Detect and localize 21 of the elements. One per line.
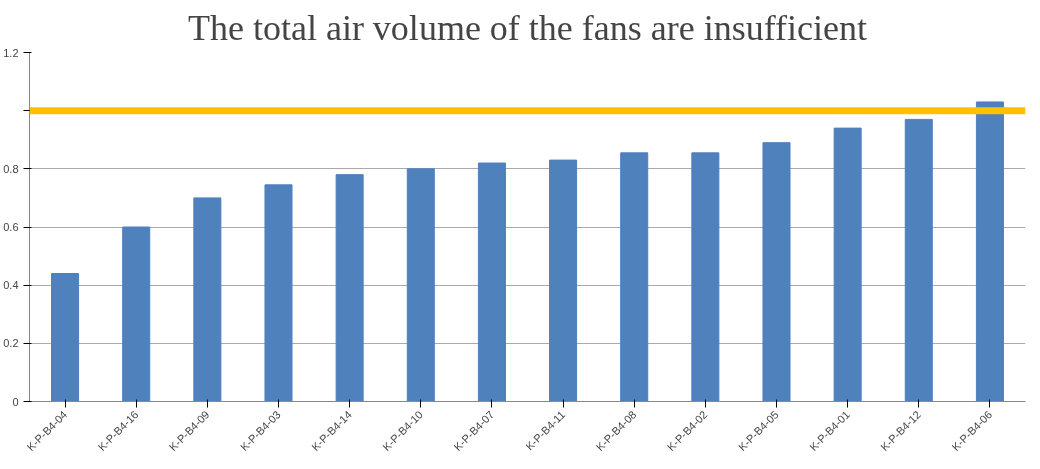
bar (620, 152, 649, 402)
bar (904, 118, 933, 402)
bar (833, 127, 862, 402)
y-tick-label: 0.2 (3, 337, 19, 350)
y-tick-label: 0.6 (3, 221, 19, 233)
bar (51, 273, 80, 402)
bar (193, 197, 222, 402)
y-tick-label: 1.2 (3, 46, 19, 59)
bar (762, 142, 791, 402)
bar (477, 162, 506, 402)
bar (122, 226, 151, 402)
bar (691, 152, 720, 402)
bar (264, 184, 293, 402)
bar (335, 174, 364, 402)
y-tick-label: 0.8 (3, 162, 19, 175)
bar (406, 168, 435, 402)
y-tick-label: 0 (12, 395, 19, 408)
y-tick-label: 0.4 (3, 279, 19, 292)
bar (975, 101, 1004, 402)
bar (549, 159, 578, 402)
chart-title: The total air volume of the fans are insufficient (187, 7, 868, 48)
